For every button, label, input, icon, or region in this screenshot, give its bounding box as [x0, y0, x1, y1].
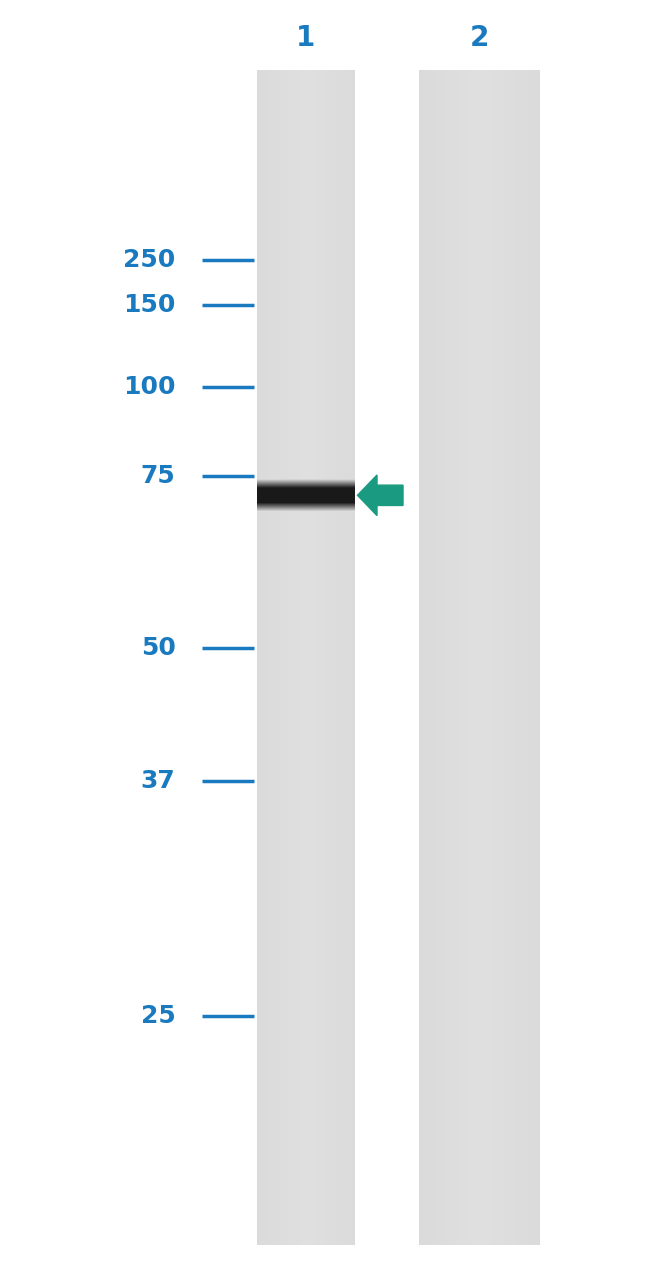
Text: 25: 25: [141, 1005, 176, 1027]
Text: 50: 50: [140, 636, 176, 659]
Text: 150: 150: [123, 293, 176, 316]
Text: 100: 100: [123, 376, 176, 399]
Text: 37: 37: [141, 770, 176, 792]
Text: 75: 75: [141, 465, 176, 488]
Text: 2: 2: [470, 24, 489, 52]
FancyArrow shape: [358, 475, 403, 516]
Text: 1: 1: [296, 24, 315, 52]
Text: 250: 250: [124, 249, 176, 272]
